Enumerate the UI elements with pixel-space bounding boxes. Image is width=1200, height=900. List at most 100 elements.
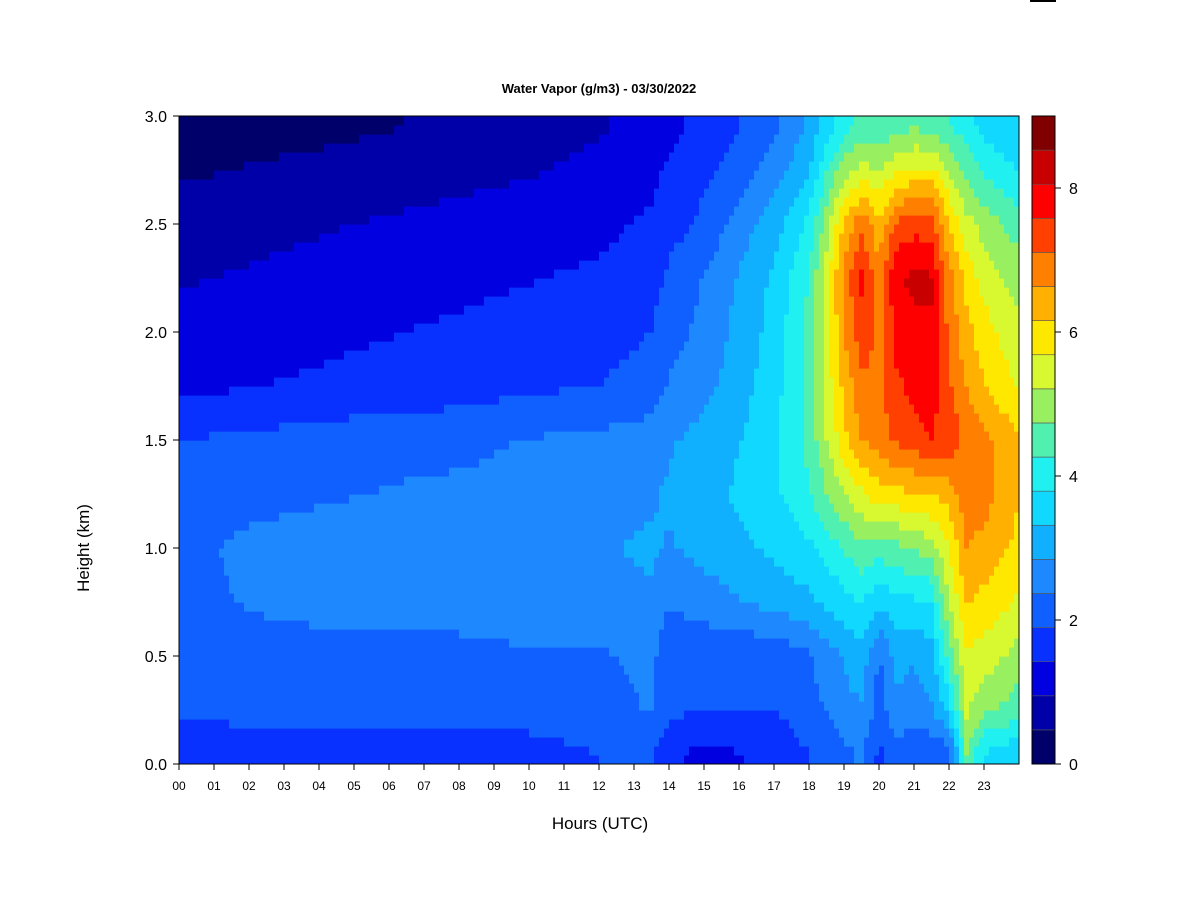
heatmap-cell [269,746,275,756]
heatmap-cell [354,485,360,495]
heatmap-cell [354,170,360,180]
heatmap-cell [199,485,205,495]
heatmap-cell [264,521,270,531]
heatmap-cell [229,638,235,648]
heatmap-cell [439,404,445,414]
heatmap-cell [419,170,425,180]
heatmap-cell [219,611,225,621]
heatmap-cell [304,557,310,567]
heatmap-cell [234,701,240,711]
heatmap-cell [414,350,420,360]
heatmap-cell [409,584,415,594]
heatmap-cell [429,602,435,612]
heatmap-cell [434,359,440,369]
heatmap-cell [314,611,320,621]
heatmap-cell [374,422,380,432]
heatmap-cell [484,368,490,378]
heatmap-cell [429,476,435,486]
heatmap-cell [369,278,375,288]
heatmap-cell [244,638,250,648]
heatmap-cell [204,638,210,648]
heatmap-cell [404,593,410,603]
heatmap-cell [474,584,480,594]
heatmap-cell [389,485,395,495]
heatmap-cell [509,746,515,756]
heatmap-cell [379,611,385,621]
heatmap-cell [389,557,395,567]
heatmap-cell [459,359,465,369]
heatmap-cell [484,674,490,684]
heatmap-cell [294,557,300,567]
heatmap-cell [274,710,280,720]
heatmap-cell [504,476,510,486]
heatmap-cell [199,170,205,180]
heatmap-cell [184,125,190,135]
heatmap-cell [479,557,485,567]
heatmap-cell [384,584,390,594]
heatmap-cell [439,629,445,639]
heatmap-cell [389,305,395,315]
heatmap-cell [284,629,290,639]
heatmap-cell [314,413,320,423]
heatmap-cell [289,530,295,540]
heatmap-cell [289,512,295,522]
heatmap-cell [194,593,200,603]
heatmap-cell [189,422,195,432]
heatmap-cell [359,161,365,171]
heatmap-cell [374,224,380,234]
heatmap-cell [394,350,400,360]
heatmap-cell [454,395,460,405]
heatmap-cell [424,494,430,504]
heatmap-cell [269,485,275,495]
heatmap-cell [454,521,460,531]
heatmap-cell [389,692,395,702]
heatmap-cell [294,458,300,468]
heatmap-cell [249,278,255,288]
heatmap-cell [514,314,520,324]
heatmap-cell [449,647,455,657]
heatmap-cell [439,332,445,342]
heatmap-cell [269,152,275,162]
heatmap-cell [489,359,495,369]
heatmap-cell [474,710,480,720]
heatmap-cell [284,179,290,189]
heatmap-cell [394,530,400,540]
heatmap-cell [479,449,485,459]
heatmap-cell [304,485,310,495]
heatmap-cell [419,287,425,297]
heatmap-cell [439,557,445,567]
heatmap-cell [394,152,400,162]
heatmap-cell [359,503,365,513]
heatmap-cell [279,530,285,540]
heatmap-cell [224,683,230,693]
heatmap-cell [309,620,315,630]
heatmap-cell [264,233,270,243]
heatmap-cell [449,602,455,612]
heatmap-cell [429,737,435,747]
heatmap-cell [279,476,285,486]
heatmap-cell [359,404,365,414]
heatmap-cell [259,152,265,162]
heatmap-cell [189,755,195,764]
heatmap-cell [499,683,505,693]
heatmap-cell [374,530,380,540]
heatmap-cell [454,656,460,666]
heatmap-cell [229,440,235,450]
heatmap-cell [304,629,310,639]
heatmap-cell [289,341,295,351]
heatmap-cell [314,152,320,162]
heatmap-cell [284,458,290,468]
heatmap-cell [284,593,290,603]
heatmap-cell [474,737,480,747]
heatmap-cell [444,458,450,468]
heatmap-cell [334,116,340,126]
heatmap-cell [364,683,370,693]
heatmap-cell [244,674,250,684]
heatmap-cell [299,287,305,297]
heatmap-cell [259,404,265,414]
heatmap-cell [304,287,310,297]
heatmap-cell [444,143,450,153]
heatmap-cell [379,116,385,126]
heatmap-cell [199,143,205,153]
heatmap-cell [229,674,235,684]
